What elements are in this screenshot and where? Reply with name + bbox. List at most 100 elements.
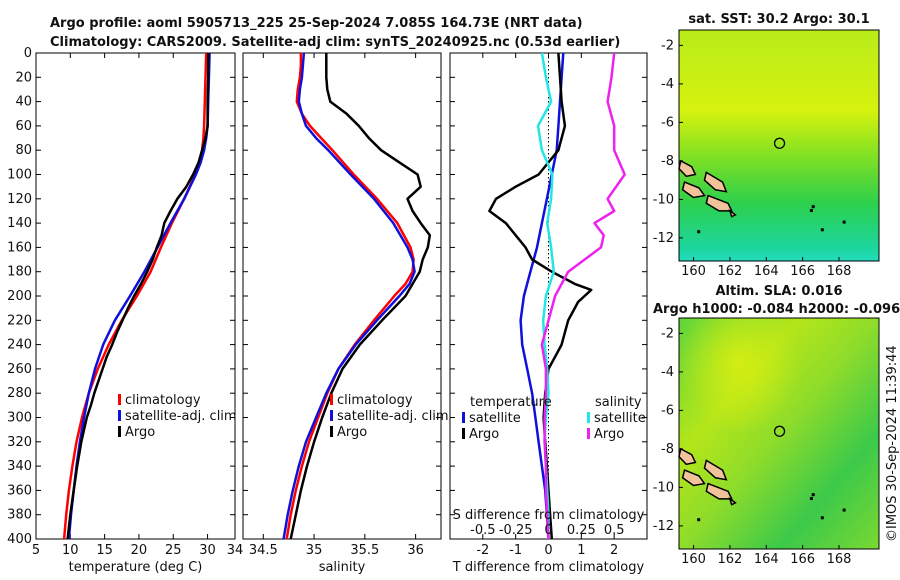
depth-tick-label: 240 [7, 338, 32, 353]
legend-swatch [462, 412, 465, 423]
map-field-anomaly [679, 318, 879, 549]
legend-entry: satellite-adj. clim [337, 409, 449, 424]
x-tick-label: 5 [32, 543, 40, 558]
depth-tick-label: 140 [7, 216, 32, 231]
land-island [703, 459, 728, 481]
legend-entry: satellite-adj. clim [125, 409, 237, 424]
depth-tick-label: 60 [15, 119, 32, 134]
legend-entry: climatology [125, 393, 201, 408]
legend-entry: satellite [469, 411, 521, 426]
land-island [705, 482, 733, 500]
x-axis-label: T difference from climatology [452, 560, 645, 575]
argo-line [66, 53, 210, 540]
small-island [842, 508, 846, 512]
legend-entry: satellite [594, 411, 646, 426]
sst-map-panel: 160 162 164 166 168 -2 -4 -6 -8 -10 -12 sat. SST: 3… [653, 12, 880, 279]
argo-location-marker [773, 137, 786, 149]
depth-tick-label: 340 [7, 459, 32, 474]
depth-tick-label: 300 [7, 411, 32, 426]
legend-entry: Argo [469, 427, 499, 442]
lat-tick-label: -4 [661, 77, 674, 92]
x-tick-label: 30 [199, 543, 216, 558]
lon-tick-label: 164 [754, 552, 779, 567]
lon-tick-label: 160 [681, 552, 706, 567]
lat-tick-label: -10 [653, 480, 674, 495]
legend-swatch [118, 394, 121, 405]
legend-swatch [330, 426, 333, 437]
small-island [820, 228, 824, 232]
legend-swatch [587, 428, 590, 439]
small-island [697, 518, 701, 522]
legend-swatch [118, 410, 121, 421]
depth-tick-label: 400 [7, 532, 32, 547]
land-island [681, 469, 706, 487]
land-island [728, 497, 737, 506]
small-island [697, 230, 701, 234]
land-island [681, 181, 706, 199]
axes-frame [242, 52, 442, 540]
lon-tick-label: 162 [717, 552, 742, 567]
lat-tick-label: -2 [661, 326, 674, 341]
depth-tick-label: 360 [7, 483, 32, 498]
s-tick-label: -0.5 [470, 523, 495, 538]
temperature-panel: 5 10 15 20 25 30 34020406080100120140160180200… [7, 46, 243, 575]
legend-title: temperature [470, 395, 552, 410]
x-tick-label: 35.5 [350, 543, 379, 558]
lat-tick-label: -8 [661, 442, 674, 457]
satellite-line [282, 52, 416, 540]
x-tick-label: 15 [96, 543, 113, 558]
legend-swatch [330, 394, 333, 405]
lon-tick-label: 168 [827, 552, 852, 567]
s-tick-label: 0.5 [604, 523, 625, 538]
lon-tick-label: 162 [717, 264, 742, 279]
small-island [809, 209, 813, 213]
lat-tick-label: -8 [661, 154, 674, 169]
x-tick-label: 1 [577, 543, 585, 558]
lat-tick-label: -6 [661, 115, 674, 130]
map-frame [678, 317, 880, 550]
legend-entry: Argo [125, 425, 155, 440]
depth-tick-label: 200 [7, 289, 32, 304]
depth-tick-label: 280 [7, 386, 32, 401]
lat-tick-label: -12 [653, 519, 674, 534]
x-tick-label: -2 [476, 543, 489, 558]
lat-tick-label: -4 [661, 365, 674, 380]
sst-map-title: sat. SST: 30.2 Argo: 30.1 [688, 12, 869, 27]
salinity-panel: 34.5 35 35.5 36 salinity climatologysatellite… [242, 52, 449, 575]
lon-tick-label: 164 [754, 264, 779, 279]
lat-tick-label: -10 [653, 192, 674, 207]
lat-tick-label: -6 [661, 403, 674, 418]
depth-tick-label: 180 [7, 265, 32, 280]
x-tick-label: -1 [509, 543, 522, 558]
depth-tick-label: 40 [15, 95, 32, 110]
legend-entry: Argo [337, 425, 367, 440]
s-argo-line [540, 52, 626, 540]
legend-entry: climatology [337, 393, 413, 408]
legend-swatch [587, 412, 590, 423]
argo-line [289, 53, 432, 540]
title-line-1: Argo profile: aoml 5905713_225 25-Sep-20… [50, 16, 583, 31]
small-island [820, 516, 824, 520]
argo-location-marker [773, 425, 786, 437]
lon-tick-label: 160 [681, 264, 706, 279]
land-island [705, 194, 733, 212]
title-line-2: Climatology: CARS2009. Satellite-adj cli… [50, 35, 620, 50]
sla-map-title-2: Argo h1000: -0.084 h2000: -0.096 [653, 302, 900, 317]
x-axis-label: temperature (deg C) [69, 560, 203, 575]
small-island [811, 205, 815, 209]
x-tick-label: 2 [610, 543, 618, 558]
depth-tick-label: 220 [7, 313, 32, 328]
x-tick-label: 34 [227, 543, 244, 558]
x-axis-label: salinity [319, 560, 366, 575]
s-tick-label: -0.25 [499, 523, 533, 538]
depth-tick-label: 20 [15, 70, 32, 85]
legend-title: salinity [595, 395, 642, 410]
legend-swatch [118, 426, 121, 437]
depth-tick-label: 380 [7, 508, 32, 523]
depth-tick-label: 320 [7, 435, 32, 450]
depth-tick-label: 120 [7, 192, 32, 207]
s-axis-label: S difference from climatology [453, 508, 645, 523]
x-tick-label: 20 [131, 543, 148, 558]
legend-entry: Argo [594, 427, 624, 442]
